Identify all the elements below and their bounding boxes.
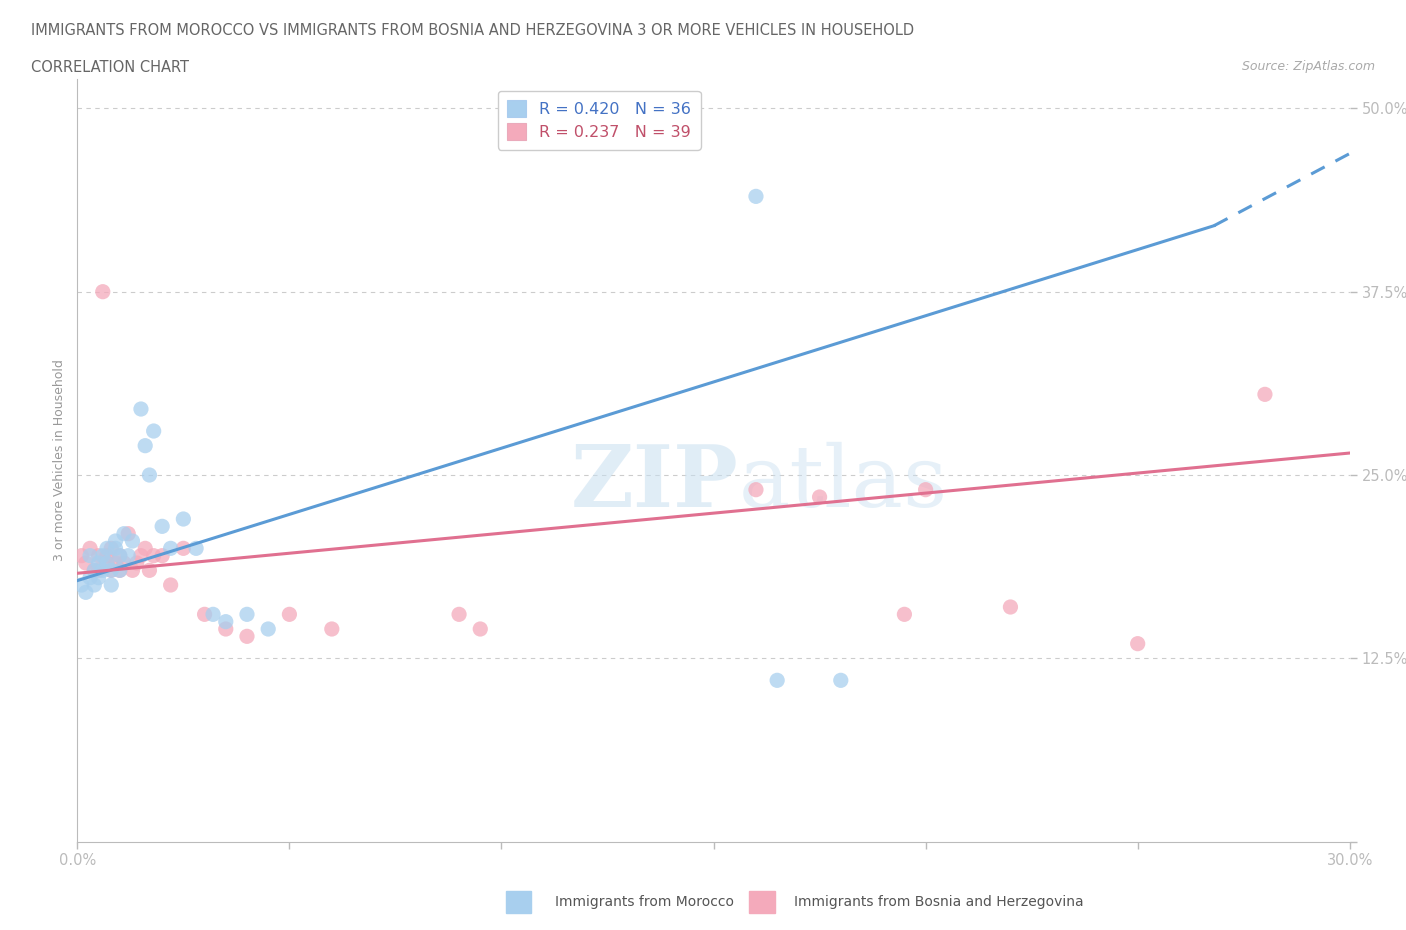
Point [257, 621, 280, 636]
Point [75, 555, 97, 570]
Point [129, 549, 152, 564]
Point [108, 549, 131, 564]
Point [75, 585, 97, 600]
Point [150, 519, 173, 534]
Point [172, 512, 194, 526]
Y-axis label: 3 or more Vehicles in Household: 3 or more Vehicles in Household [53, 359, 66, 562]
Point [121, 534, 143, 549]
Point [893, 607, 915, 622]
Point [104, 534, 127, 549]
Point [70, 578, 93, 592]
Point [184, 541, 207, 556]
Point [1000, 600, 1022, 615]
Point [83, 563, 105, 578]
Text: IMMIGRANTS FROM MOROCCO VS IMMIGRANTS FROM BOSNIA AND HERZEGOVINA 3 OR MORE VEHI: IMMIGRANTS FROM MOROCCO VS IMMIGRANTS FR… [31, 23, 914, 38]
Point [808, 489, 831, 504]
Text: ZIP: ZIP [571, 441, 740, 525]
Point [470, 621, 492, 636]
Point [91, 285, 114, 299]
Point [117, 526, 139, 541]
Point [100, 563, 122, 578]
Point [83, 563, 105, 578]
Point [79, 549, 101, 564]
Legend: R = 0.420   N = 36, R = 0.237   N = 39: R = 0.420 N = 36, R = 0.237 N = 39 [498, 91, 700, 150]
Point [96, 555, 118, 570]
Point [150, 549, 173, 564]
Point [138, 563, 160, 578]
Point [745, 483, 768, 498]
Point [236, 629, 259, 644]
Point [129, 402, 152, 417]
Point [87, 563, 110, 578]
Point [142, 549, 165, 564]
Point [117, 549, 139, 564]
Point [202, 607, 225, 622]
Point [100, 578, 122, 592]
Text: atlas: atlas [740, 442, 948, 525]
Point [745, 189, 768, 204]
Text: CORRELATION CHART: CORRELATION CHART [31, 60, 188, 75]
Point [79, 541, 101, 556]
Point [96, 541, 118, 556]
Point [1254, 387, 1277, 402]
Point [87, 549, 110, 564]
Point [91, 563, 114, 578]
Point [100, 563, 122, 578]
Point [104, 541, 127, 556]
Text: Source: ZipAtlas.com: Source: ZipAtlas.com [1241, 60, 1375, 73]
Point [215, 614, 238, 629]
Text: Immigrants from Bosnia and Herzegovina: Immigrants from Bosnia and Herzegovina [794, 895, 1084, 910]
Point [87, 570, 110, 585]
Point [1126, 636, 1149, 651]
Point [91, 549, 114, 564]
Point [159, 541, 181, 556]
Point [108, 563, 131, 578]
Point [236, 607, 259, 622]
Point [104, 555, 127, 570]
Point [79, 570, 101, 585]
Point [87, 555, 110, 570]
Point [142, 423, 165, 438]
Point [134, 541, 156, 556]
Point [134, 438, 156, 453]
Point [125, 555, 148, 570]
Point [766, 673, 789, 688]
Point [159, 578, 181, 592]
Point [278, 607, 301, 622]
Point [215, 621, 238, 636]
Text: Immigrants from Morocco: Immigrants from Morocco [555, 895, 734, 910]
Point [449, 607, 471, 622]
Point [70, 549, 93, 564]
Point [108, 549, 131, 564]
Point [914, 483, 936, 498]
Point [321, 621, 343, 636]
Point [112, 555, 135, 570]
Point [112, 526, 135, 541]
Point [83, 578, 105, 592]
Point [172, 541, 194, 556]
Point [138, 468, 160, 483]
Point [121, 563, 143, 578]
Point [100, 541, 122, 556]
Point [108, 563, 131, 578]
Point [830, 673, 852, 688]
Point [96, 549, 118, 564]
Point [194, 607, 217, 622]
Point [96, 555, 118, 570]
